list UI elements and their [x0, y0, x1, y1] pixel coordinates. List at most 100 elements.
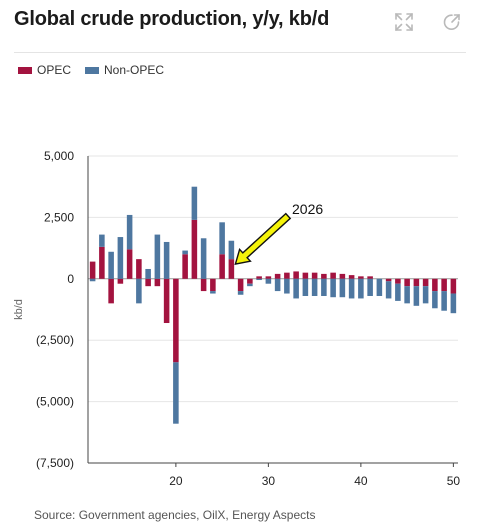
- bar-opec: [348, 275, 355, 279]
- bar-opec: [191, 219, 198, 279]
- legend-item-non-opec[interactable]: Non-OPEC: [85, 63, 164, 77]
- bar-opec: [126, 249, 133, 279]
- bar-non-opec: [200, 238, 207, 279]
- bar-non-opec: [256, 278, 262, 281]
- bar-opec: [117, 278, 124, 284]
- bar-opec: [163, 278, 170, 324]
- bar-opec: [99, 246, 105, 279]
- y-tick-label: (5,000): [36, 395, 74, 409]
- y-tick-label: 5,000: [44, 149, 74, 163]
- bar-non-opec: [126, 214, 133, 250]
- bar-non-opec: [385, 281, 392, 299]
- bar-opec: [311, 272, 318, 279]
- bar-opec: [274, 273, 281, 279]
- legend-item-opec[interactable]: OPEC: [18, 63, 71, 77]
- bar-non-opec: [154, 234, 161, 279]
- bar-opec: [441, 278, 447, 292]
- bar-opec: [219, 254, 225, 279]
- bar-non-opec: [182, 250, 188, 255]
- chart-title: Global crude production, y/y, kb/d: [14, 8, 330, 30]
- x-tick-label: 20: [169, 474, 183, 488]
- bar-opec: [247, 278, 253, 284]
- bar-opec: [321, 273, 327, 279]
- bar-opec: [237, 278, 244, 292]
- annotations: 2026: [234, 201, 323, 266]
- bar-non-opec: [441, 291, 447, 311]
- legend-swatch-opec: [18, 66, 32, 74]
- bar-non-opec: [163, 241, 170, 279]
- y-axis-label: kb/d: [13, 299, 25, 320]
- bar-non-opec: [191, 186, 198, 220]
- bar-non-opec: [219, 222, 225, 255]
- bar-opec: [404, 278, 410, 287]
- bar-opec: [210, 278, 216, 292]
- bar-opec: [173, 278, 179, 363]
- bar-opec: [265, 276, 272, 279]
- bar-non-opec: [274, 278, 281, 292]
- x-tick-label: 30: [262, 474, 276, 488]
- bar-non-opec: [237, 291, 244, 295]
- bar-non-opec: [108, 251, 114, 279]
- bar-opec: [358, 276, 364, 279]
- y-tick-label: (7,500): [36, 456, 74, 470]
- bar-opec: [145, 278, 151, 287]
- gridlines: [88, 155, 458, 464]
- bar-non-opec: [293, 278, 299, 299]
- bar-non-opec: [228, 240, 235, 260]
- bar-non-opec: [117, 237, 124, 279]
- bar-non-opec: [311, 278, 318, 296]
- bars: [89, 186, 457, 424]
- bar-opec: [89, 261, 96, 279]
- bar-opec: [284, 272, 290, 279]
- bar-opec: [154, 278, 161, 287]
- bar-opec: [385, 278, 392, 282]
- bar-non-opec: [367, 278, 373, 296]
- y-tick-label: 0: [67, 272, 74, 286]
- legend-label-non-opec: Non-OPEC: [104, 63, 165, 77]
- bar-non-opec: [265, 278, 272, 284]
- bar-opec: [395, 278, 401, 284]
- bar-non-opec: [210, 291, 216, 294]
- bar-non-opec: [339, 278, 346, 298]
- bar-opec: [413, 278, 420, 287]
- bar-non-opec: [173, 362, 179, 424]
- bar-non-opec: [404, 286, 410, 304]
- annotation-label: 2026: [292, 201, 323, 217]
- bar-non-opec: [376, 278, 383, 296]
- share-arrow-icon[interactable]: [442, 12, 462, 32]
- bar-opec: [293, 271, 299, 279]
- bar-opec: [367, 276, 373, 279]
- bar-opec: [450, 278, 457, 294]
- chart-legend: OPEC Non-OPEC: [18, 63, 164, 77]
- bar-non-opec: [284, 278, 290, 294]
- bar-non-opec: [247, 283, 253, 287]
- bar-opec: [108, 278, 114, 304]
- x-tick-label: 50: [447, 474, 461, 488]
- expand-icon[interactable]: [394, 12, 414, 32]
- bar-opec: [182, 254, 188, 279]
- bar-opec: [302, 272, 309, 279]
- y-tick-label: 2,500: [44, 210, 74, 224]
- y-tick-label: (2,500): [36, 333, 74, 347]
- bar-non-opec: [136, 278, 142, 304]
- bar-non-opec: [413, 286, 420, 306]
- bar-opec: [339, 273, 346, 279]
- bar-opec: [330, 272, 336, 279]
- bar-non-opec: [330, 278, 336, 298]
- bar-opec: [136, 259, 142, 279]
- bar-non-opec: [99, 234, 105, 247]
- x-tick-label: 40: [354, 474, 368, 488]
- bar-non-opec: [302, 278, 309, 296]
- bar-non-opec: [395, 283, 401, 301]
- bar-opec: [432, 278, 438, 292]
- bar-non-opec: [450, 293, 457, 314]
- bar-non-opec: [89, 278, 96, 282]
- bar-opec: [200, 278, 207, 292]
- header-divider: [14, 52, 466, 53]
- bar-non-opec: [321, 278, 327, 296]
- bar-opec: [228, 259, 235, 279]
- bar-non-opec: [432, 291, 438, 309]
- legend-label-opec: OPEC: [37, 63, 72, 77]
